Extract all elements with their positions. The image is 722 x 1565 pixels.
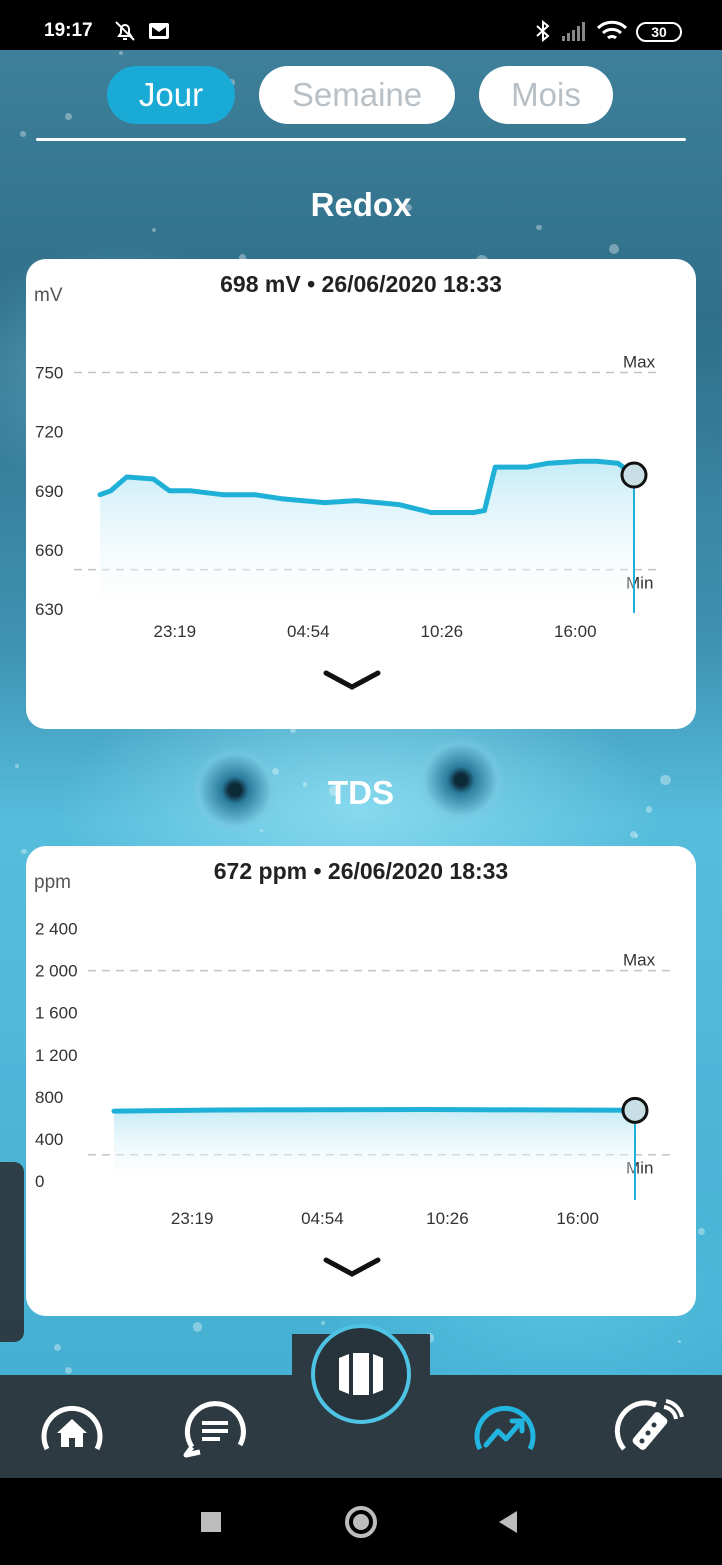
y-tick-label: 2 400 [35,920,78,939]
messages-icon[interactable] [180,1397,250,1459]
y-tick-label: 400 [35,1130,63,1149]
y-tick-label: 660 [35,541,63,560]
unit-label: mV [34,285,63,306]
bubble [629,831,637,839]
x-tick-label: 10:26 [426,1209,469,1228]
spa-view-icon [339,1353,383,1395]
tds-card: 672 ppm • 26/06/2020 18:33 ppm 2 400 2 00… [26,846,696,1316]
series-area [100,461,634,609]
divider [36,138,686,141]
signal-icon [562,22,585,41]
max-label: Max [623,951,656,970]
y-tick-label: 2 000 [35,962,78,981]
current-reading: 672 ppm • 26/06/2020 18:33 [213,858,509,884]
bubble [54,1343,62,1351]
status-bar: 19:17 30 [0,0,722,50]
bubble [634,833,639,838]
bubble [151,228,156,232]
mail-icon [149,23,169,39]
bubble [320,1321,325,1326]
y-tick-label: 720 [35,423,63,442]
y-tick-label: 630 [35,600,63,619]
bubble [238,254,247,263]
period-tabs: Jour Semaine Mois [0,66,722,126]
chevron-down-icon[interactable] [322,667,382,697]
bubble [290,728,296,734]
bubble [678,1339,682,1344]
bubble [21,848,28,855]
tab-jour[interactable]: Jour [107,66,235,124]
back-icon[interactable] [495,1509,521,1535]
bubble [65,113,73,121]
series-line [97,458,637,515]
bubble [259,829,263,833]
spa-jet [418,737,504,823]
y-tick-label: 1 600 [35,1004,78,1023]
bubble [698,1228,706,1236]
bubble [608,243,620,255]
series-area [114,1109,635,1181]
bubble [536,225,542,231]
spa-jet [192,747,278,833]
section-title-tds: TDS [328,774,394,811]
bubble [645,805,653,813]
tab-mois[interactable]: Mois [479,66,613,124]
x-tick-label: 23:19 [171,1209,214,1228]
bubble [15,764,19,769]
x-tick-label: 04:54 [301,1209,344,1228]
y-tick-label: 800 [35,1088,63,1107]
home-icon[interactable] [37,1397,107,1459]
bubble [302,781,308,787]
bubble [64,1367,72,1375]
redox-card: 698 mV • 26/06/2020 18:33 mV 750 720 690 66… [26,259,696,729]
chevron-down-icon[interactable] [322,1254,382,1284]
y-tick-label: 1 200 [35,1046,78,1065]
bubble [404,203,413,211]
battery-indicator: 30 [636,22,682,42]
bubble [192,1322,203,1332]
system-navigation-bar [0,1478,722,1565]
bubble [329,785,340,796]
bubble [272,768,280,776]
cursor-point [620,461,648,489]
current-reading: 698 mV • 26/06/2020 18:33 [220,271,502,297]
section-title-redox: Redox [310,186,412,223]
cursor-point [621,1096,649,1124]
bubble [19,130,26,137]
wifi-icon [596,20,628,40]
side-drawer-handle[interactable] [0,1162,24,1342]
series-line [111,1107,638,1114]
remote-icon[interactable] [614,1397,684,1459]
home-circle-icon[interactable] [343,1504,379,1540]
x-tick-label: 10:26 [420,622,463,641]
y-tick-label: 750 [35,364,63,383]
unit-label: ppm [34,872,71,893]
spa-view-button[interactable] [311,1324,411,1424]
x-tick-label: 16:00 [556,1209,599,1228]
bubble [660,774,671,786]
bubble [118,51,124,56]
stats-icon[interactable] [470,1397,540,1459]
max-label: Max [623,353,656,372]
y-tick-label: 690 [35,482,63,501]
y-tick-label: 0 [35,1172,44,1191]
mute-bell-icon [115,21,135,41]
x-tick-label: 16:00 [554,622,597,641]
status-time: 19:17 [44,20,93,41]
x-tick-label: 23:19 [153,622,196,641]
recents-icon[interactable] [199,1510,223,1534]
x-tick-label: 04:54 [287,622,330,641]
bluetooth-icon [536,19,550,43]
tab-semaine[interactable]: Semaine [259,66,455,124]
